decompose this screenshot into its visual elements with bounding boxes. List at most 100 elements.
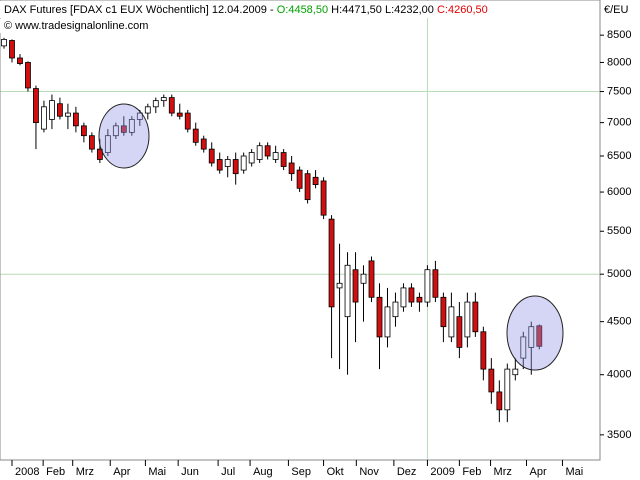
x-tick-label: Mai bbox=[565, 466, 583, 478]
candle-body bbox=[264, 145, 271, 157]
candle-body bbox=[192, 128, 199, 143]
y-tick-label: 8000 bbox=[607, 56, 631, 68]
candle-body bbox=[112, 125, 119, 137]
copyright: © www.tradesignalonline.com bbox=[4, 20, 148, 32]
x-tick-label: Mrz bbox=[76, 466, 94, 478]
candle-body bbox=[352, 269, 359, 303]
candle-body bbox=[480, 331, 487, 370]
y-tick-label: 7500 bbox=[607, 85, 631, 97]
x-tick-label: 2008 bbox=[15, 466, 39, 478]
candle-body bbox=[328, 218, 335, 308]
x-tick-label: Apr bbox=[113, 466, 130, 478]
candle-body bbox=[200, 138, 207, 150]
candle-body bbox=[80, 125, 87, 137]
candle-body bbox=[216, 159, 223, 171]
candle-body bbox=[25, 62, 31, 89]
candle-body bbox=[464, 301, 471, 338]
candle-body bbox=[296, 169, 303, 189]
x-tick-label: Jul bbox=[221, 466, 235, 478]
candle-body bbox=[152, 100, 159, 108]
candle-body bbox=[360, 273, 367, 284]
candle-body bbox=[440, 296, 447, 328]
x-tick-label: Feb bbox=[46, 466, 65, 478]
candle-body bbox=[288, 162, 295, 175]
copyright-bg bbox=[0, 19, 160, 33]
candle-body bbox=[120, 125, 127, 133]
candle-body bbox=[232, 159, 239, 175]
plot-frame bbox=[0, 0, 601, 461]
x-tick-label: Dez bbox=[397, 466, 417, 478]
x-tick-label: Sep bbox=[291, 466, 311, 478]
candle-body bbox=[272, 152, 279, 160]
candle-body bbox=[504, 368, 511, 411]
y-tick-label: 4500 bbox=[607, 316, 631, 328]
x-tick-label: Apr bbox=[529, 466, 546, 478]
candle-body bbox=[248, 152, 255, 164]
x-tick-label: Mrz bbox=[494, 466, 512, 478]
candle-body bbox=[392, 301, 399, 318]
candle-body bbox=[128, 119, 135, 133]
candle-body bbox=[400, 287, 407, 308]
candle-body bbox=[49, 100, 55, 120]
candle-body bbox=[224, 159, 231, 167]
candle-body bbox=[96, 148, 103, 160]
ohlc-label: C:4260,50 bbox=[437, 4, 488, 16]
y-tick-label: 8500 bbox=[607, 29, 631, 41]
x-tick-label: Jun bbox=[181, 466, 199, 478]
title: DAX Futures [FDAX c1 EUX Wöchentlich] bbox=[4, 4, 209, 16]
candle-body bbox=[528, 326, 535, 348]
y-tick-label: 3500 bbox=[607, 429, 631, 441]
candle-body bbox=[9, 40, 15, 59]
x-tick-label: Okt bbox=[327, 466, 344, 478]
date: 12.04.2009 bbox=[212, 4, 267, 16]
candle-body bbox=[168, 97, 175, 114]
candle-body bbox=[456, 316, 463, 348]
candle-body bbox=[65, 112, 71, 117]
candle-body bbox=[57, 103, 63, 117]
header-bg bbox=[0, 1, 498, 18]
ohlc-label: H:4471,50 bbox=[331, 4, 382, 16]
candle-body bbox=[344, 264, 351, 318]
candle-body bbox=[136, 112, 143, 120]
candle-body bbox=[144, 106, 151, 114]
candle-body bbox=[17, 57, 23, 64]
candle-body bbox=[312, 176, 319, 186]
candle-body bbox=[1, 39, 7, 47]
x-tick-label: Mai bbox=[148, 466, 166, 478]
candle-body bbox=[208, 148, 215, 164]
candle-body bbox=[432, 269, 439, 298]
candle-body bbox=[184, 112, 191, 130]
y-tick-label: 5500 bbox=[607, 225, 631, 237]
separator: - bbox=[270, 4, 274, 16]
highlight-circle bbox=[98, 103, 150, 169]
candle-body bbox=[472, 301, 479, 333]
grid bbox=[0, 0, 600, 460]
candle-body bbox=[88, 135, 95, 150]
candle-body bbox=[416, 296, 423, 303]
x-tick-label: 2009 bbox=[430, 466, 454, 478]
highlight-circle bbox=[506, 295, 564, 371]
candle-body bbox=[104, 135, 111, 153]
y-tick-label: 5000 bbox=[607, 268, 631, 280]
candle-body bbox=[368, 260, 375, 298]
candle-body bbox=[448, 306, 455, 338]
candle-body bbox=[33, 88, 39, 124]
candle-body bbox=[240, 155, 247, 171]
candle-body bbox=[520, 336, 527, 359]
candle-body bbox=[336, 282, 343, 289]
candle-body bbox=[280, 152, 287, 167]
candle-body bbox=[176, 112, 183, 117]
candle-body bbox=[376, 296, 383, 338]
x-tick-label: Aug bbox=[253, 466, 273, 478]
candle-body bbox=[536, 325, 543, 347]
y-tick-label: 4000 bbox=[607, 369, 631, 381]
candle-body bbox=[304, 173, 311, 201]
candle-body bbox=[496, 391, 503, 411]
ohlc-label: O:4458,50 bbox=[277, 4, 328, 16]
header: DAX Futures [FDAX c1 EUX Wöchentlich] 12… bbox=[4, 4, 488, 16]
candle-body bbox=[408, 287, 415, 303]
y-tick-label: 7000 bbox=[607, 117, 631, 129]
candle-body bbox=[160, 97, 167, 102]
candle-body bbox=[424, 269, 431, 303]
